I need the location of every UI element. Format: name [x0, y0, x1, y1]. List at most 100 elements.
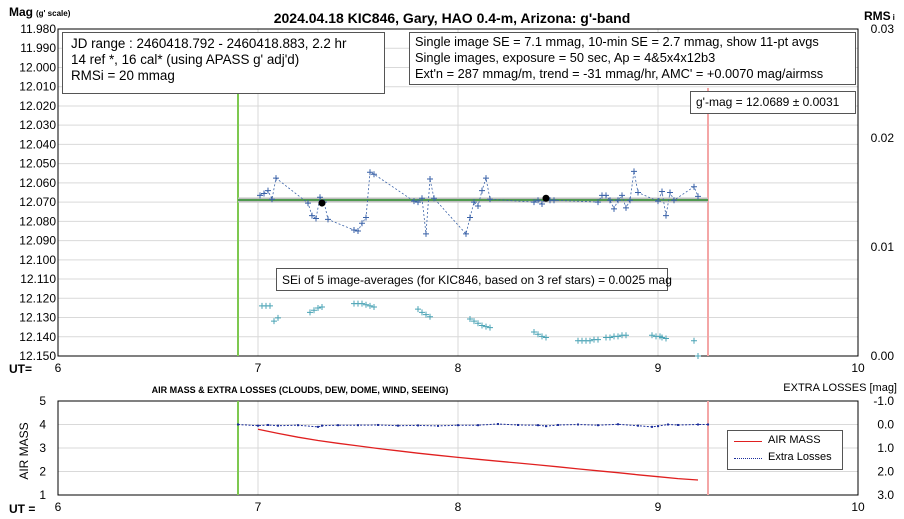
bottom-y-tick-label: 3: [39, 441, 46, 455]
mag-data-point: [471, 199, 477, 206]
bottom-x-tick-label: 6: [55, 500, 62, 514]
extra-losses-point: [577, 423, 579, 426]
legend-extra-label: Extra Losses: [768, 451, 832, 463]
mag-data-point: [309, 212, 315, 219]
se-info-box: Single image SE = 7.1 mmag, 10-min SE = …: [409, 32, 856, 85]
extra-losses-point: [277, 424, 279, 427]
mag-data-point: [671, 197, 677, 204]
y-axis-label-sub: (g' scale): [36, 9, 71, 18]
top-ut-label: UT=: [9, 362, 32, 376]
bottom-y-tick-label: 2: [39, 465, 46, 479]
y-axis-label-main: Mag: [9, 5, 33, 19]
mag-data-point: [269, 196, 275, 203]
legend-extra-swatch: [734, 458, 762, 459]
mag-data-point: [317, 194, 323, 201]
mag-data-point: [479, 187, 485, 194]
top-y-tick-label: 12.040: [19, 137, 56, 151]
rms-data-point: [359, 300, 365, 307]
airmass-line: [257, 428, 699, 481]
ref-stars-text: 14 ref *, 16 cal* (using APASS g' adj'd): [71, 52, 300, 67]
top-y2-tick-label: 0.02: [871, 131, 895, 145]
top-x-tick-label: 9: [655, 361, 662, 375]
top-y-tick-label: 12.050: [19, 157, 56, 171]
extra-losses-point: [667, 423, 669, 426]
top-y-tick-label: 12.010: [19, 80, 56, 94]
rms-data-point: [695, 353, 701, 359]
extra-losses-point: [545, 425, 547, 428]
bottom-x-tick-label: 8: [455, 500, 462, 514]
top-y2-tick-label: 0.03: [871, 22, 895, 36]
legend-airmass-label: AIR MASS: [768, 434, 821, 446]
bottom-y-tick-label: 1: [39, 488, 46, 502]
bottom-x-tick-label: 9: [655, 500, 662, 514]
mag-data-point: [363, 214, 369, 221]
extra-losses-point: [237, 423, 239, 426]
mag-data-point: [419, 195, 425, 202]
mag-data-point: [475, 202, 481, 209]
rms-data-point: [475, 320, 481, 327]
mag-data-point: [351, 227, 357, 234]
mag-data-point: [539, 201, 545, 208]
y2-axis-label: RMS i: [864, 9, 895, 23]
bottom-x-tick-label: 7: [255, 500, 262, 514]
extra-losses-point: [517, 423, 519, 426]
avg-mag-point: [542, 194, 550, 202]
extra-losses-point: [497, 423, 499, 426]
mag-data-point: [667, 189, 673, 196]
extra-losses-line: [237, 423, 708, 428]
top-x-tick-label: 7: [255, 361, 262, 375]
mag-data-point: [603, 192, 609, 199]
top-plot-frame: [57, 28, 859, 357]
extra-losses-point: [537, 424, 539, 427]
rms-data-point: [595, 336, 601, 343]
bottom-y-tick-label: 5: [39, 394, 46, 408]
rms-data-point: [315, 305, 321, 312]
extra-losses-point: [257, 424, 259, 427]
sei-text: SEi of 5 image-averages (for KIC846, bas…: [282, 273, 672, 287]
extra-losses-point: [337, 424, 339, 427]
mag-data-point: [691, 183, 697, 190]
mag-data-point: [411, 198, 417, 205]
bottom-ut-label: UT =: [9, 502, 35, 516]
extra-losses-point: [317, 425, 319, 428]
extra-losses-point: [377, 423, 379, 426]
bottom-y2-tick-label: -1.0: [873, 394, 894, 408]
mag-data-point: [325, 216, 331, 223]
extra-losses-point: [267, 423, 269, 426]
rms-data-point: [531, 329, 537, 336]
top-y-tick-label: 12.000: [19, 60, 56, 74]
mag-data-point: [635, 189, 641, 196]
mag-data-point: [595, 199, 601, 206]
extra-losses-point: [651, 425, 653, 428]
bottom-legend: AIR MASS Extra Losses: [727, 430, 843, 470]
mag-data-point: [261, 190, 267, 197]
mag-data-point: [423, 230, 429, 237]
rms-data-point: [691, 337, 697, 344]
mag-data-point: [355, 227, 361, 234]
mag-data-point: [627, 197, 633, 204]
y2-axis-label-sub: i: [893, 13, 895, 22]
bottom-x-tick-label: 10: [851, 500, 865, 514]
mag-data-point: [663, 212, 669, 219]
extra-losses-point: [417, 424, 419, 427]
mag-data-point: [427, 176, 433, 183]
mag-data-point: [265, 187, 271, 194]
mag-data-point: [659, 188, 665, 195]
avg-mag-point: [318, 199, 326, 207]
extra-losses-point: [617, 423, 619, 426]
mag-data-point: [313, 215, 319, 222]
mag-data-point: [623, 204, 629, 211]
bottom-plot-frame: [57, 400, 859, 496]
top-y-tick-label: 12.100: [19, 253, 56, 267]
top-y-tick-label: 12.130: [19, 311, 56, 325]
top-x-tick-label: 10: [851, 361, 865, 375]
extra-losses-point: [457, 424, 459, 427]
rms-data-point: [467, 315, 473, 322]
rms-data-point: [415, 306, 421, 313]
mag-data-point: [371, 171, 377, 178]
rms-data-point: [427, 313, 433, 320]
rms-data-point: [267, 302, 273, 309]
mag-data-point: [619, 192, 625, 199]
extra-losses-point: [477, 424, 479, 427]
mag-data-point: [257, 192, 263, 199]
